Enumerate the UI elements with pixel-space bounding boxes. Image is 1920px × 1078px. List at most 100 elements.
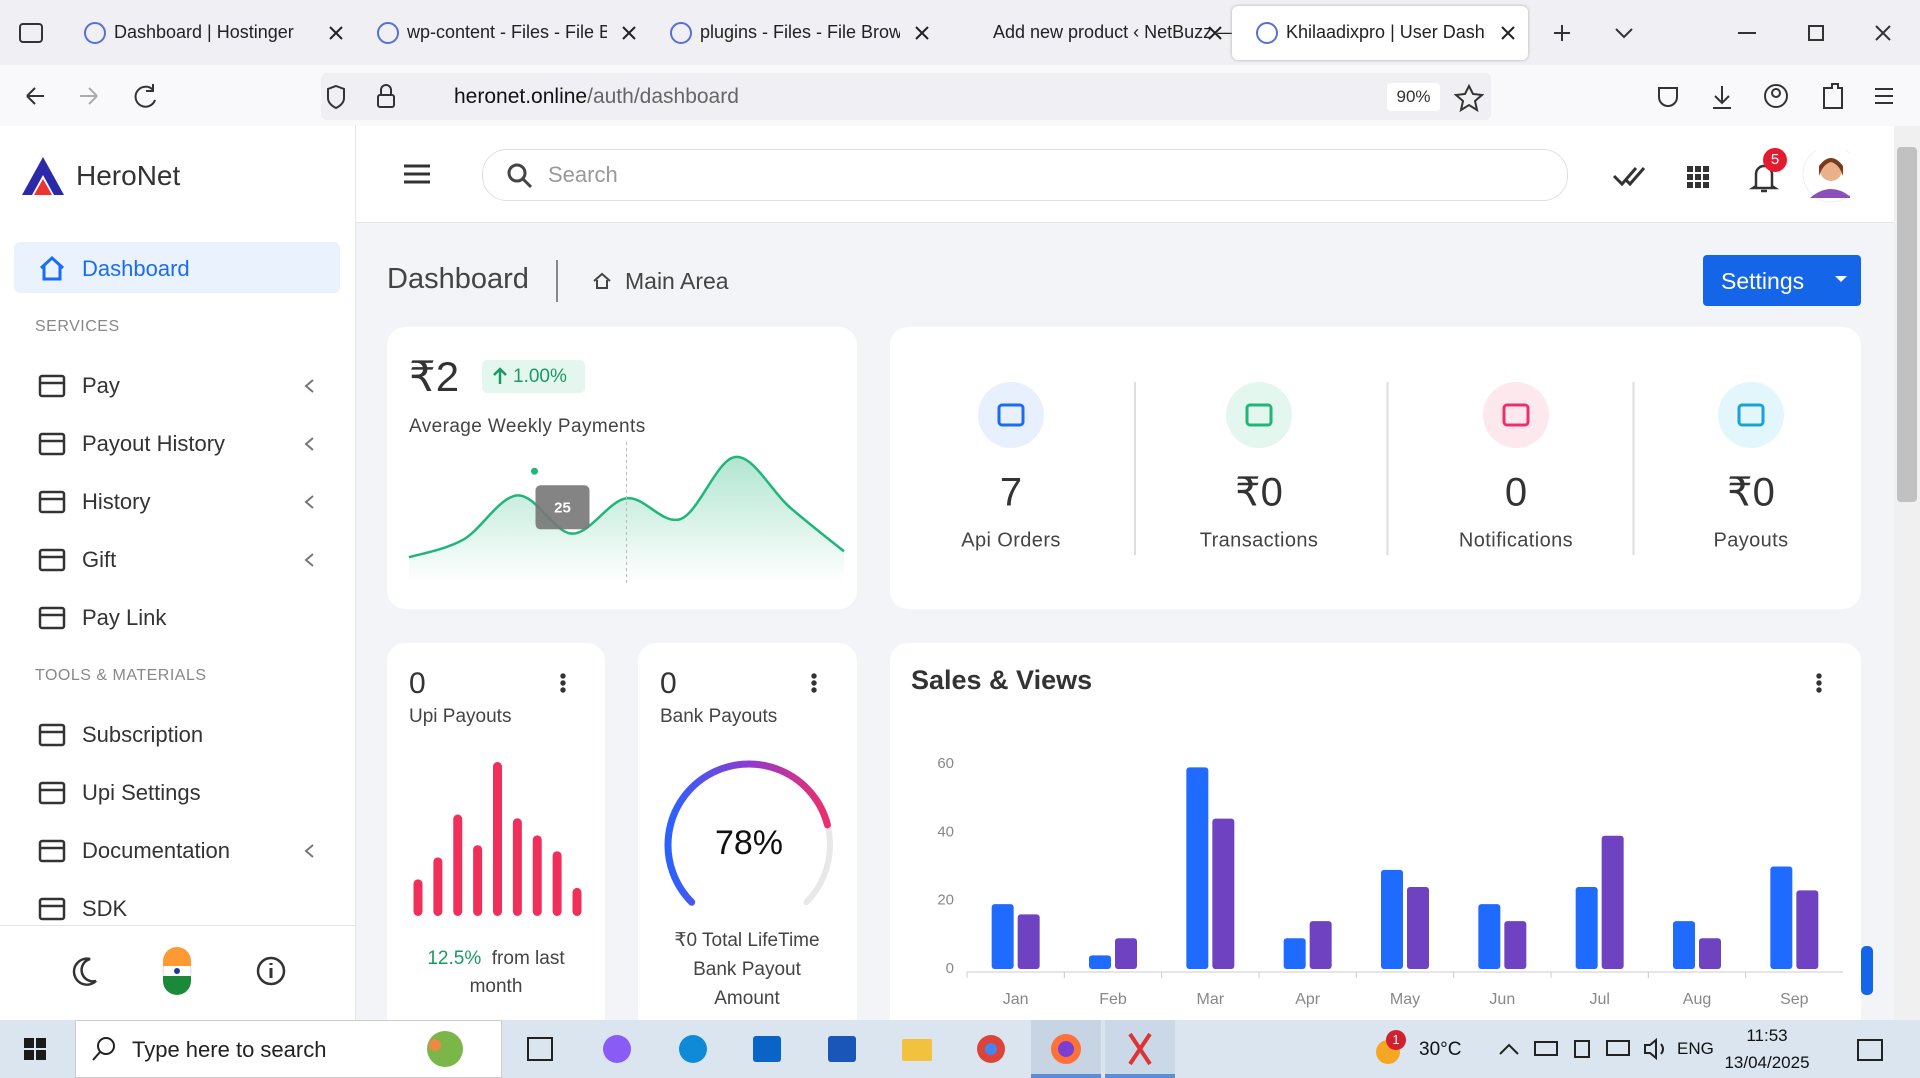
url-bar[interactable] bbox=[321, 73, 1491, 120]
bar bbox=[552, 851, 562, 916]
breadcrumb[interactable]: Main Area bbox=[625, 268, 729, 294]
home-icon bbox=[39, 255, 65, 281]
nav-icon bbox=[38, 606, 66, 630]
upi-footer: 12.5% from last month bbox=[406, 945, 586, 1001]
nav-icon bbox=[38, 374, 66, 398]
bar bbox=[1283, 938, 1306, 969]
bar bbox=[1575, 887, 1598, 969]
stat-icon bbox=[1245, 403, 1273, 427]
weekly-amount: ₹2 bbox=[409, 353, 460, 400]
submenu-chevron bbox=[304, 495, 314, 509]
tab-close[interactable] bbox=[328, 25, 344, 41]
nav-item[interactable]: Pay bbox=[82, 373, 120, 398]
nav-icon-shape bbox=[38, 490, 66, 514]
active-item-bg[interactable] bbox=[14, 242, 340, 293]
nav-item[interactable]: Upi Settings bbox=[82, 780, 201, 805]
nav-item[interactable]: History bbox=[82, 489, 151, 514]
upi-change: 12.5% bbox=[427, 948, 482, 969]
weekly-label: Average Weekly Payments bbox=[409, 416, 646, 437]
stat-icon-bg bbox=[1226, 382, 1292, 448]
nav-icon-shape bbox=[38, 723, 66, 747]
sidebar-footer-icons bbox=[72, 947, 286, 995]
search-box[interactable] bbox=[482, 149, 1568, 201]
bar bbox=[473, 845, 483, 916]
bar bbox=[1381, 869, 1403, 969]
search-icon bbox=[507, 163, 533, 189]
bank-label: Bank Payouts bbox=[660, 706, 778, 727]
menu-toggle[interactable] bbox=[400, 160, 436, 190]
nav-item[interactable]: Subscription bbox=[82, 722, 204, 747]
tab-title: wp-content - Files - File Br bbox=[407, 22, 607, 42]
gauge-label: 78% bbox=[715, 824, 783, 862]
sales-title: Sales & Views bbox=[911, 665, 1093, 695]
settings-label[interactable]: Settings bbox=[1721, 268, 1805, 294]
page-title: Dashboard bbox=[387, 263, 529, 295]
upi-value: 0 bbox=[409, 667, 426, 700]
section-title: SERVICES bbox=[35, 318, 120, 335]
tab-close-icon bbox=[329, 26, 343, 40]
nav-item[interactable]: Documentation bbox=[82, 838, 230, 863]
nav-icon bbox=[38, 548, 66, 572]
stat-label: Api Orders bbox=[961, 529, 1061, 551]
temperature: 30°C bbox=[1419, 1039, 1462, 1060]
search-placeholder: Search bbox=[548, 162, 618, 187]
tab-close[interactable] bbox=[914, 25, 930, 41]
nav-icon bbox=[38, 897, 66, 921]
bar bbox=[1796, 890, 1819, 969]
bar bbox=[1115, 938, 1137, 969]
nav-icon-shape bbox=[38, 897, 66, 921]
bar bbox=[1699, 938, 1721, 969]
nav-icon bbox=[38, 839, 66, 863]
scrollbar-thumb[interactable] bbox=[1897, 147, 1917, 502]
x-tick-label: Apr bbox=[1295, 991, 1321, 1008]
stat-value: ₹0 bbox=[1235, 471, 1283, 515]
weather-badge: 1 bbox=[1386, 1030, 1406, 1050]
y-tick-label: 40 bbox=[937, 823, 954, 840]
tab-close[interactable] bbox=[1207, 25, 1223, 41]
chevron bbox=[304, 844, 314, 858]
settings-button[interactable] bbox=[1703, 255, 1861, 306]
tab-icon bbox=[84, 22, 106, 44]
nav-item[interactable]: Gift bbox=[82, 547, 117, 572]
sales-card bbox=[890, 643, 1861, 1063]
brand-name: HeroNet bbox=[76, 160, 181, 191]
tab-close[interactable] bbox=[1500, 25, 1516, 41]
bar bbox=[1504, 921, 1527, 969]
x-tick-label: Jan bbox=[1003, 991, 1029, 1008]
stat-value: 0 bbox=[1505, 471, 1527, 515]
stat-label: Payouts bbox=[1713, 529, 1788, 551]
bar bbox=[1601, 835, 1624, 969]
nav-icon-shape bbox=[38, 839, 66, 863]
tab-title: Add new product ‹ NetBuzz — bbox=[993, 22, 1236, 42]
nav-icon-shape bbox=[38, 374, 66, 398]
divider bbox=[556, 260, 558, 302]
bar bbox=[532, 835, 542, 916]
taskbar-search-text: Type here to search bbox=[132, 1037, 327, 1062]
tab[interactable] bbox=[1232, 6, 1528, 60]
stat-icon-bg bbox=[1718, 382, 1784, 448]
bar bbox=[433, 857, 443, 916]
nav-icon bbox=[38, 432, 66, 456]
chevron bbox=[304, 553, 314, 567]
stat-value: ₹0 bbox=[1727, 471, 1775, 515]
bar bbox=[991, 904, 1014, 969]
nav-item[interactable]: SDK bbox=[82, 896, 128, 921]
bar bbox=[413, 879, 423, 916]
settings-caret[interactable] bbox=[1834, 274, 1848, 284]
tab-close[interactable] bbox=[621, 25, 637, 41]
submenu-chevron bbox=[304, 844, 314, 858]
zoom-level[interactable]: 90% bbox=[1387, 83, 1440, 111]
nav-icon-shape bbox=[38, 781, 66, 805]
upi-change-text: from last month bbox=[469, 948, 565, 997]
active-item[interactable]: Dashboard bbox=[82, 256, 190, 281]
stat-label: Notifications bbox=[1459, 529, 1573, 551]
bar bbox=[453, 814, 463, 916]
y-tick-label: 0 bbox=[946, 960, 954, 977]
nav-item[interactable]: Pay Link bbox=[82, 605, 167, 630]
nav-icon bbox=[38, 490, 66, 514]
nav-item[interactable]: Payout History bbox=[82, 431, 226, 456]
bar bbox=[493, 762, 502, 916]
bar bbox=[1089, 955, 1111, 969]
